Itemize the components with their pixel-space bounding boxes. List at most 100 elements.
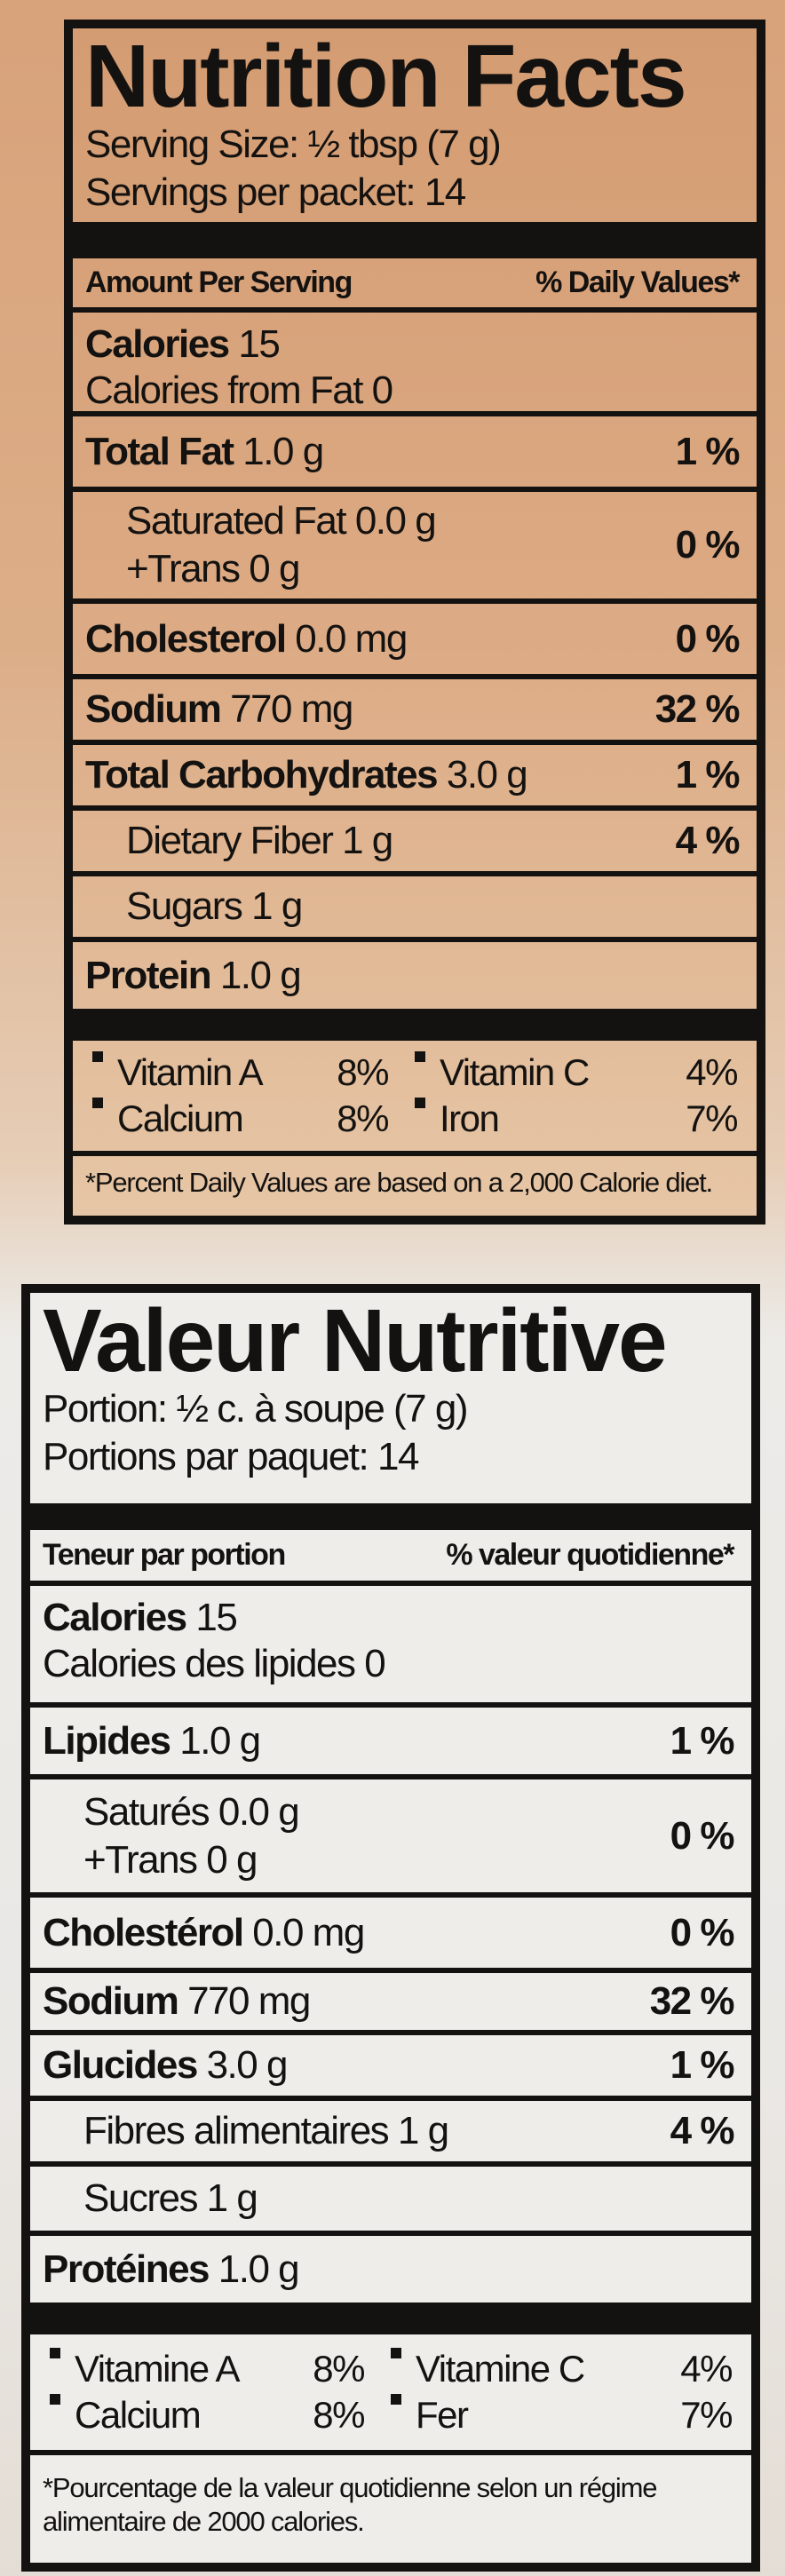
nutrition-facts-label-english: Nutrition Facts Serving Size: ½ tbsp (7 …: [64, 20, 765, 1225]
nutrient-row: Protein 1.0 g: [73, 942, 757, 1014]
nutrient-amount: 1.0 g: [242, 429, 324, 473]
vitamin-name: Vitamine C: [416, 2348, 585, 2390]
vitamin-value: 7%: [686, 1098, 738, 1139]
nutrient-row: Sodium 770 mg 32 %: [73, 679, 757, 745]
nutrient-name: Sugars 1 g: [126, 884, 303, 928]
calories-row: Calories 15 Calories des lipides 0: [30, 1586, 751, 1708]
vitamin-value: 4%: [686, 1051, 738, 1093]
nutrient-row: Sucres 1 g: [30, 2167, 751, 2236]
daily-value-percent: 1 %: [675, 429, 741, 473]
vitamin-item: Calcium 8%: [50, 2394, 391, 2437]
column-header: Teneur par portion % valeur quotidienne*: [30, 1530, 751, 1586]
daily-value-percent: 0 %: [670, 1813, 735, 1858]
nutrient-name: Dietary Fiber 1 g: [126, 819, 393, 862]
vitamin-name: Iron: [440, 1098, 500, 1139]
serving-size: Serving Size: ½ tbsp (7 g): [85, 123, 502, 166]
daily-value-percent: 1 %: [670, 1718, 735, 1763]
nutrient-name: Glucides: [43, 2043, 198, 2087]
vitamin-value: 8%: [313, 2394, 365, 2436]
nutrient-name: Sucres 1 g: [83, 2176, 258, 2220]
calories-from-fat: Calories des lipides 0: [43, 1642, 386, 1685]
thick-divider: [73, 1014, 757, 1041]
daily-value-header: % Daily Values*: [535, 266, 740, 299]
nutrient-amount: 3.0 g: [446, 753, 528, 797]
nutrient-subname: +Trans 0 g: [83, 1837, 258, 1882]
nutrient-amount: 1.0 g: [219, 953, 302, 997]
vitamin-item: Vitamine C 4%: [391, 2348, 733, 2390]
vitamin-item: Iron 7%: [415, 1098, 738, 1140]
label-title: Nutrition Facts: [85, 28, 687, 126]
vitamin-name: Vitamin C: [440, 1051, 590, 1093]
nutrient-amount: 1.0 g: [218, 2247, 300, 2291]
daily-value-percent: 0 %: [675, 616, 741, 661]
nutrient-row: Saturated Fat 0.0 g +Trans 0 g 0 %: [73, 492, 757, 604]
label-title: Valeur Nutritive: [43, 1293, 668, 1391]
calories-from-fat: Calories from Fat 0: [85, 369, 393, 412]
daily-value-percent: 1 %: [670, 2043, 735, 2087]
thick-divider: [30, 2308, 751, 2334]
vitamin-item: Vitamin A 8%: [92, 1051, 415, 1094]
bullet-icon: [391, 2348, 401, 2358]
nutrient-row: Total Fat 1.0 g 1 %: [73, 416, 757, 492]
footnote: *Pourcentage de la valeur quotidienne se…: [43, 2471, 657, 2537]
nutrient-row: Glucides 3.0 g 1 %: [30, 2035, 751, 2101]
calories-label: Calories: [85, 322, 230, 366]
vitamin-item: Fer 7%: [391, 2394, 733, 2437]
nutrient-row: Protéines 1.0 g: [30, 2236, 751, 2308]
vitamin-item: Vitamin C 4%: [415, 1051, 738, 1094]
vitamin-value: 8%: [313, 2348, 365, 2390]
vitamins-minerals: Vitamine A 8% Vitamine C 4% Calcium 8% Fer 7%: [30, 2334, 751, 2455]
bullet-icon: [92, 1098, 103, 1108]
vitamin-name: Calcium: [75, 2394, 202, 2436]
nutrient-row: Sodium 770 mg 32 %: [30, 1973, 751, 2035]
daily-value-percent: 0 %: [675, 523, 741, 567]
daily-value-percent: 1 %: [675, 753, 741, 797]
daily-value-percent: 0 %: [670, 1910, 735, 1954]
calories-row: Calories 15 Calories from Fat 0: [73, 313, 757, 416]
nutrient-row: Lipides 1.0 g 1 %: [30, 1708, 751, 1779]
bullet-icon: [50, 2394, 60, 2405]
nutrient-name: Total Carbohydrates: [85, 753, 439, 797]
label-header: Nutrition Facts Serving Size: ½ tbsp (7 …: [73, 28, 757, 222]
nutrient-row: Dietary Fiber 1 g 4 %: [73, 811, 757, 876]
vitamin-name: Vitamin A: [117, 1051, 264, 1093]
servings-per-container: Portions par paquet: 14: [43, 1435, 419, 1478]
vitamins-minerals: Vitamin A 8% Vitamin C 4% Calcium 8% Iron 7%: [73, 1041, 757, 1156]
nutrient-row: Total Carbohydrates 3.0 g 1 %: [73, 745, 757, 811]
nutrient-row: Cholestérol 0.0 mg 0 %: [30, 1898, 751, 1973]
bullet-icon: [50, 2348, 60, 2358]
nutrient-subname: +Trans 0 g: [126, 547, 300, 590]
column-header: Amount Per Serving % Daily Values*: [73, 258, 757, 313]
nutrient-name: Sodium: [43, 1979, 179, 2023]
nutrition-facts-label-french: Valeur Nutritive Portion: ½ c. à soupe (…: [21, 1284, 760, 2572]
nutrient-amount: 770 mg: [187, 1979, 311, 2023]
vitamin-value: 4%: [680, 2348, 733, 2390]
vitamin-name: Vitamine A: [75, 2348, 241, 2390]
nutrient-amount: 770 mg: [230, 687, 353, 731]
nutrient-row: Sugars 1 g: [73, 876, 757, 942]
bullet-icon: [92, 1051, 103, 1062]
bullet-icon: [415, 1051, 425, 1062]
daily-value-percent: 32 %: [649, 1979, 735, 2023]
thick-divider: [30, 1503, 751, 1530]
serving-size: Portion: ½ c. à soupe (7 g): [43, 1387, 469, 1431]
nutrient-row: Fibres alimentaires 1 g 4 %: [30, 2101, 751, 2167]
servings-per-container: Servings per packet: 14: [85, 170, 466, 214]
nutrient-amount: 3.0 g: [206, 2043, 289, 2087]
footnote: *Percent Daily Values are based on a 2,0…: [85, 1167, 713, 1198]
nutrient-amount: 0.0 mg: [252, 1910, 365, 1954]
daily-value-percent: 4 %: [675, 819, 741, 862]
daily-value-percent: 4 %: [670, 2109, 735, 2152]
nutrient-amount: 0.0 mg: [295, 616, 408, 661]
nutrient-name: Cholesterol: [85, 616, 287, 661]
vitamin-value: 8%: [337, 1098, 389, 1139]
nutrient-name: Lipides: [43, 1718, 171, 1763]
vitamin-name: Fer: [416, 2394, 469, 2436]
nutrient-name: Protein: [85, 953, 212, 997]
nutrient-name: Total Fat: [85, 429, 234, 473]
vitamin-item: Vitamine A 8%: [50, 2348, 391, 2390]
calories-value: 15: [195, 1596, 237, 1639]
nutrient-name: Saturés 0.0 g: [83, 1789, 300, 1834]
vitamin-value: 8%: [337, 1051, 389, 1093]
nutrient-amount: 1.0 g: [179, 1718, 261, 1763]
